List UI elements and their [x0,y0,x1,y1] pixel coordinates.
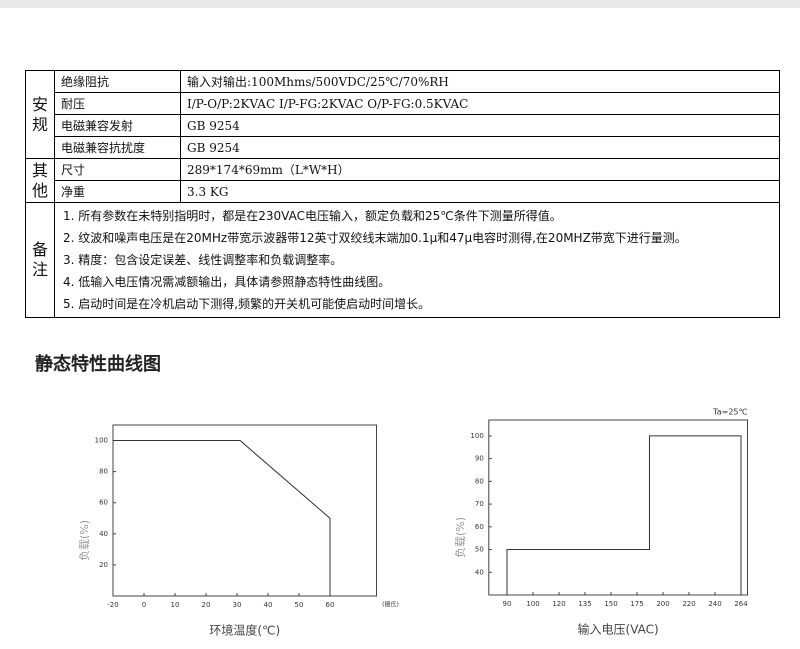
y-axis-label: 负载(%) [453,517,467,558]
y-tick-label: 100 [470,432,483,440]
value-cell: GB 9254 [180,136,780,159]
y-tick-label: 40 [99,530,108,538]
x-tick-label: 220 [682,600,695,608]
group-cell: 其他 [24,158,56,203]
notes-cell: 1. 所有参数在未特别指明时，都是在230VAC电压输入，额定负载和25℃条件下… [54,202,780,318]
key-cell: 电磁兼容发射 [54,114,182,137]
x-tick-label: 60 [326,601,335,609]
x-axis-label: 输入电压(VAC) [578,622,659,637]
note: 2. 纹波和噪声电压是在20MHz带宽示波器带12英寸双绞线末端加0.1μ和47… [63,231,687,245]
x-tick-label: 0 [142,601,146,609]
y-tick-label: 20 [99,561,108,569]
y-tick-label: 80 [475,477,484,485]
y-tick-label: 80 [99,468,108,476]
x-tick-label: 150 [604,600,617,608]
x-tick-label: 90 [503,600,512,608]
row: 其他 尺寸 289*174*69mm（L*W*H） [24,158,780,203]
note: 3. 精度：包含设定误差、线性调整率和负载调整率。 [63,253,343,267]
x-tick-label: 20 [202,601,211,609]
top-band [0,0,800,8]
x-tick-label: 120 [552,600,565,608]
x-axis-label: 环境温度(℃) [209,623,280,638]
x-tick-label: 135 [578,600,591,608]
x-tick-label: -20 [107,601,118,609]
x-tick-label: 200 [656,600,669,608]
y-tick-label: 90 [475,455,484,463]
annotation: Ta=25℃ [712,408,747,417]
x-tick-label: 30 [233,601,242,609]
row: 备注 1. 所有参数在未特别指明时，都是在230VAC电压输入，额定负载和25℃… [24,202,780,318]
x-tick-label: 100 [526,600,539,608]
row: 净重 3.3 KG [26,180,780,203]
section-title: 静态特性曲线图 [35,354,161,375]
key-cell: 电磁兼容抗扰度 [54,136,182,159]
plot-frame [488,419,748,596]
curve [113,440,331,596]
y-tick-label: 60 [475,523,484,531]
x-tick-label: 175 [630,600,643,608]
row: 电磁兼容抗扰度 GB 9254 [26,136,780,159]
note: 5. 启动时间是在冷机启动下测得,频繁的开关机可能使启动时间增长。 [63,297,431,311]
x-tick-label: 10 [171,601,180,609]
curve [506,435,742,595]
group-cell: 安规 [24,70,56,159]
x-tick-label: 50 [295,601,304,609]
x-tick-label: 240 [708,600,721,608]
spec-table: 安规 绝缘阻抗 输入对输出:100Mhms/500VDC/25℃/70%RH 耐压 I… [24,70,780,318]
group-cell: 备注 [24,202,56,318]
note: 1. 所有参数在未特别指明时，都是在230VAC电压输入，额定负载和25℃条件下… [63,209,562,223]
y-tick-label: 100 [95,437,108,445]
y-tick-label: 70 [475,500,484,508]
y-tick-label: 40 [475,568,484,576]
y-tick-label: 50 [475,546,484,554]
note: 4. 低输入电压情况需减额输出，具体请参照静态特性曲线图。 [63,275,391,289]
x-tick-label: 264 [734,600,748,608]
y-tick-label: 60 [99,499,108,507]
plot-frame [112,424,377,597]
x-tick-label: 40 [264,601,273,609]
x-unit: (摄氏) [382,601,399,609]
y-axis-label: 负载(%) [77,520,91,561]
